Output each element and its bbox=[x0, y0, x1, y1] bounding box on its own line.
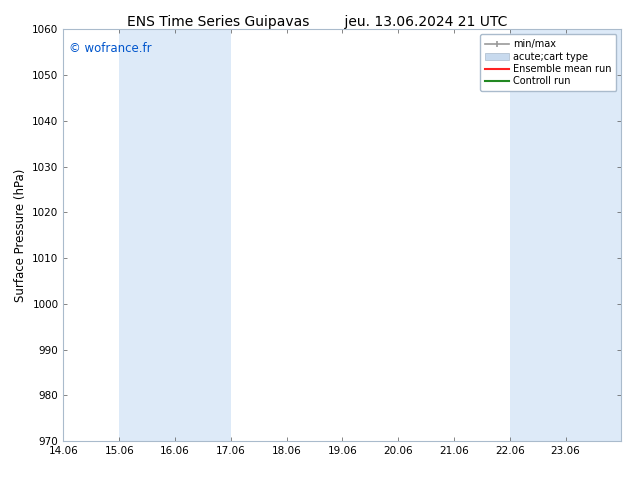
Legend: min/max, acute;cart type, Ensemble mean run, Controll run: min/max, acute;cart type, Ensemble mean … bbox=[480, 34, 616, 91]
Bar bbox=[566, 29, 621, 441]
Bar bbox=[510, 29, 566, 441]
Text: © wofrance.fr: © wofrance.fr bbox=[69, 42, 152, 55]
Bar bbox=[175, 29, 231, 441]
Y-axis label: Surface Pressure (hPa): Surface Pressure (hPa) bbox=[14, 169, 27, 302]
Bar bbox=[119, 29, 175, 441]
Text: ENS Time Series Guipavas        jeu. 13.06.2024 21 UTC: ENS Time Series Guipavas jeu. 13.06.2024… bbox=[127, 15, 507, 29]
